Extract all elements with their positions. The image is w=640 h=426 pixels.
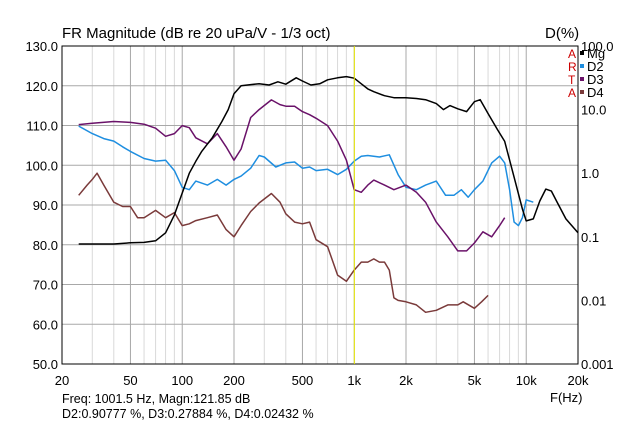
- right-tick-label: 100.0: [581, 39, 614, 54]
- x-tick-label: 50: [123, 373, 137, 388]
- y-tick-label: 90.0: [33, 198, 58, 213]
- y-tick-label: 120.0: [25, 79, 58, 94]
- x-tick-label: 10k: [516, 373, 537, 388]
- series-layer: [78, 75, 579, 314]
- cursor-readout: Freq: 1001.5 Hz, Magn:121.85 dB D2:0.907…: [62, 392, 314, 421]
- legend-label-d2: D2: [587, 59, 604, 74]
- right-axis-ticks: 100.0 10.0 1.0 0.1 0.01 0.001: [581, 39, 614, 372]
- right-tick-label: 0.01: [581, 293, 606, 308]
- legend-label-mg: Mg: [587, 46, 605, 61]
- legend-label-d4: D4: [587, 85, 604, 100]
- legend-marker-letter: R: [568, 60, 577, 74]
- y-tick-label: 50.0: [33, 357, 58, 372]
- x-tick-label: 20k: [568, 373, 589, 388]
- right-tick-label: 0.001: [581, 357, 614, 372]
- right-tick-label: 1.0: [581, 166, 599, 181]
- series-line-d2: [78, 125, 534, 227]
- legend-label-d3: D3: [587, 72, 604, 87]
- series-line-d4: [78, 172, 489, 314]
- plot-frame: [61, 45, 579, 365]
- x-tick-label: 1k: [347, 373, 361, 388]
- legend-swatch-d2: [580, 64, 584, 68]
- series-line-d3: [78, 99, 506, 252]
- chart-title: FR Magnitude (dB re 20 uPa/V - 1/3 oct): [62, 25, 330, 42]
- legend-marker-letter: A: [568, 86, 576, 100]
- x-tick-label: 200: [223, 373, 245, 388]
- y-tick-label: 70.0: [33, 278, 58, 293]
- y-tick-label: 110.0: [26, 119, 58, 134]
- x-tick-label: 5k: [468, 373, 482, 388]
- legend-swatch-mg: [580, 51, 584, 55]
- x-tick-label: 100: [171, 373, 193, 388]
- series-line-mg: [78, 75, 579, 245]
- y-axis-ticks: 130.0 120.0 110.0 100.0 90.0 80.0 70.0 60.0 50.0: [25, 39, 58, 372]
- x-tick-label: 20: [55, 373, 69, 388]
- right-tick-label: 0.1: [581, 230, 599, 245]
- x-tick-label: 500: [292, 373, 314, 388]
- right-tick-label: 10.0: [581, 103, 606, 118]
- legend-marker-letter: A: [568, 47, 576, 61]
- cursor-readout-line1: Freq: 1001.5 Hz, Magn:121.85 dB: [62, 392, 250, 406]
- legend: A Mg R D2 T D3 A D4: [568, 46, 605, 100]
- y-tick-label: 80.0: [33, 238, 58, 253]
- x-tick-label: 2k: [399, 373, 413, 388]
- x-axis-ticks: 20 50 100 200 500 1k 2k 5k 10k 20k: [55, 373, 589, 388]
- legend-marker-letter: T: [568, 73, 576, 87]
- legend-swatch-d3: [580, 77, 584, 81]
- y-tick-label: 100.0: [25, 158, 58, 173]
- x-axis-label: F(Hz): [550, 390, 583, 405]
- cursor-readout-line2: D2:0.90777 %, D3:0.27884 %, D4:0.02432 %: [62, 407, 314, 421]
- y-tick-label: 130.0: [25, 39, 58, 54]
- legend-swatch-d4: [580, 90, 584, 94]
- right-axis-title: D(%): [545, 25, 579, 42]
- y-tick-label: 60.0: [33, 317, 58, 332]
